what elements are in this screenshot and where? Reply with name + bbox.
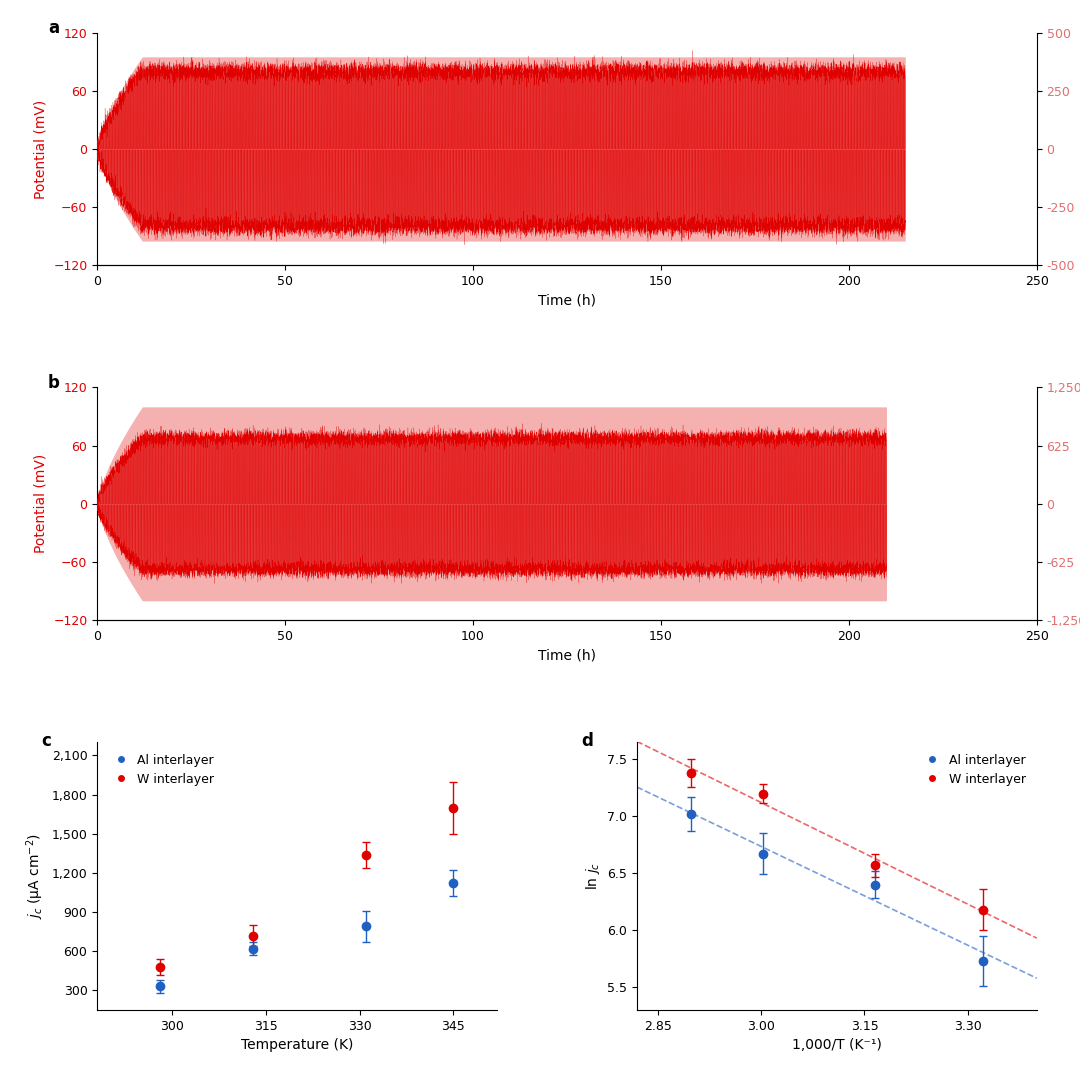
X-axis label: Time (h): Time (h) — [538, 293, 596, 307]
Text: a: a — [49, 18, 59, 37]
Y-axis label: ln $\it{j}_c$: ln $\it{j}_c$ — [583, 862, 602, 891]
Y-axis label: Potential (mV): Potential (mV) — [33, 454, 48, 554]
Text: c: c — [41, 732, 51, 749]
Text: d: d — [581, 732, 593, 749]
Legend: Al interlayer, W interlayer: Al interlayer, W interlayer — [104, 748, 219, 791]
Legend: Al interlayer, W interlayer: Al interlayer, W interlayer — [915, 748, 1030, 791]
Y-axis label: Potential (mV): Potential (mV) — [33, 99, 48, 199]
X-axis label: Temperature (K): Temperature (K) — [241, 1038, 353, 1052]
Y-axis label: $\it{j}_c$ (μA cm$^{-2}$): $\it{j}_c$ (μA cm$^{-2}$) — [25, 833, 46, 919]
Text: b: b — [48, 374, 59, 392]
X-axis label: Time (h): Time (h) — [538, 648, 596, 662]
X-axis label: 1,000/T (K⁻¹): 1,000/T (K⁻¹) — [792, 1038, 882, 1052]
